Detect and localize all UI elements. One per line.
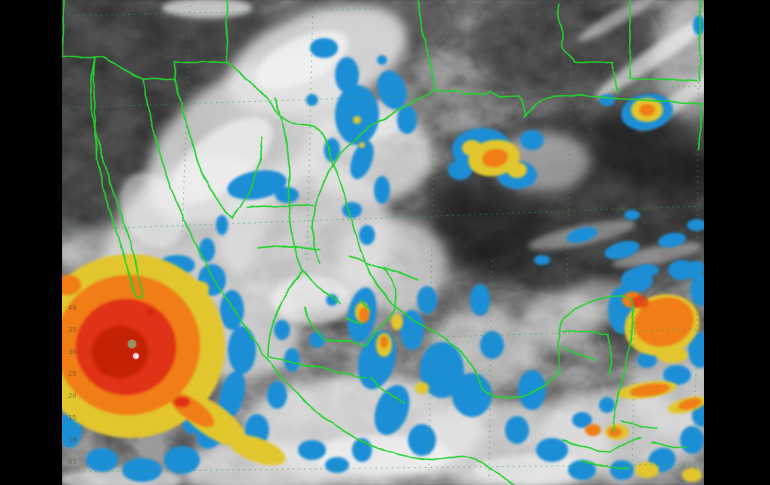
latitude-label: 15 — [68, 414, 76, 422]
latitude-label: 35 — [68, 326, 76, 334]
latitude-label: 20 — [68, 392, 76, 400]
latitude-label: 05 — [68, 458, 76, 466]
latitude-label: 40 — [68, 304, 76, 312]
satellite-image: 40 35 30 25 20 15 10 05 — [62, 0, 704, 485]
hurricane-eye — [127, 339, 140, 360]
hurricane-eye-marker-core — [135, 355, 138, 358]
hurricane-eye-dot — [127, 339, 137, 349]
latlon-gridlines — [62, 0, 704, 481]
latitude-label: 25 — [68, 370, 76, 378]
letterbox-left — [0, 0, 62, 485]
cold-top-deep-red-core — [92, 309, 153, 378]
latitude-scale: 40 35 30 25 20 15 10 05 — [68, 304, 76, 466]
map-borders — [62, 0, 704, 485]
letterbox-right — [704, 0, 770, 485]
latitude-label: 30 — [68, 348, 76, 356]
latitude-label: 10 — [68, 436, 76, 444]
